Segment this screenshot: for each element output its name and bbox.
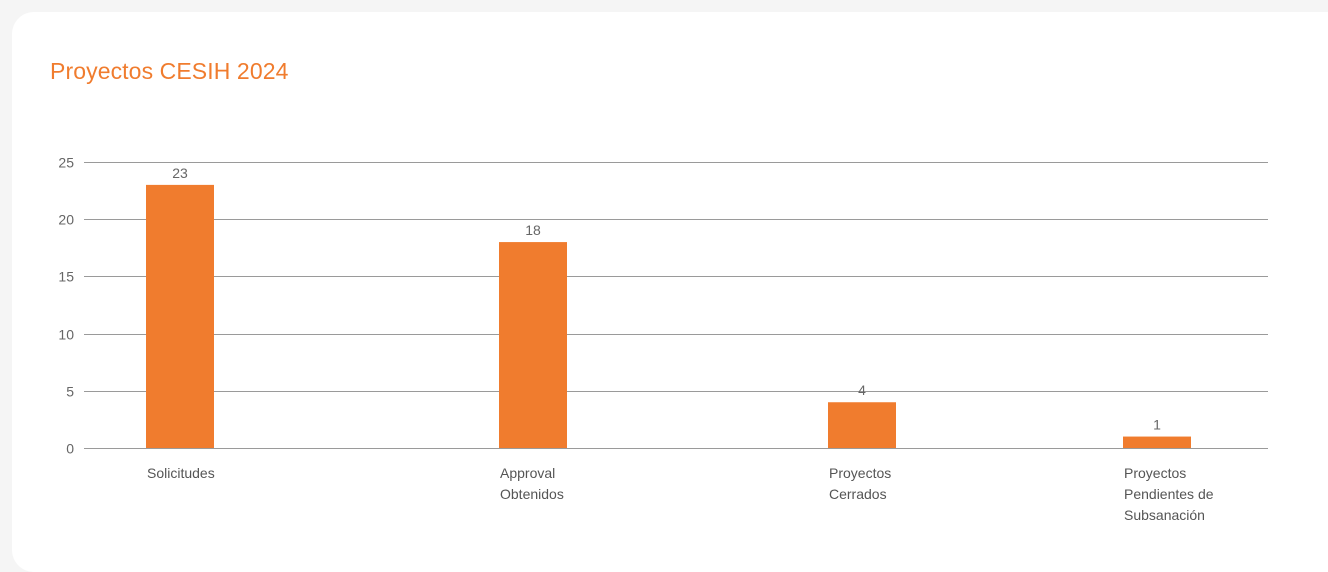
bar [499, 242, 567, 448]
bar-chart: 0 5 10 15 20 25 23 18 4 1 Solicitudes Approval Obt… [58, 155, 1268, 523]
x-category-label: Pendientes de [1124, 486, 1214, 502]
data-label: 18 [525, 222, 541, 238]
y-tick-label: 10 [58, 327, 74, 343]
data-labels: 23 18 4 1 [172, 165, 1161, 433]
y-tick-label: 5 [66, 384, 74, 400]
y-tick-label: 15 [58, 269, 74, 285]
bar [1123, 436, 1191, 448]
x-category-label: Subsanación [1124, 507, 1205, 523]
data-label: 1 [1153, 417, 1161, 433]
x-category-label: Approval [500, 465, 555, 481]
x-category-label: Obtenidos [500, 486, 564, 502]
x-category-label: Solicitudes [147, 465, 215, 481]
x-category-label: Proyectos [829, 465, 891, 481]
chart-title: Proyectos CESIH 2024 [50, 58, 289, 84]
data-label: 4 [858, 382, 866, 398]
y-tick-label: 0 [66, 441, 74, 457]
x-category-label: Proyectos [1124, 465, 1186, 481]
bar [146, 184, 214, 448]
y-tick-label: 20 [58, 212, 74, 228]
y-tick-label: 25 [58, 155, 74, 171]
data-label: 23 [172, 165, 188, 181]
x-axis-labels: Solicitudes Approval Obtenidos Proyectos Cer… [147, 465, 1214, 523]
bar [828, 402, 896, 448]
chart-card [12, 12, 1328, 572]
y-axis-ticks: 0 5 10 15 20 25 [58, 155, 74, 457]
x-category-label: Cerrados [829, 486, 887, 502]
bars [146, 184, 1191, 448]
gridlines [84, 162, 1268, 449]
